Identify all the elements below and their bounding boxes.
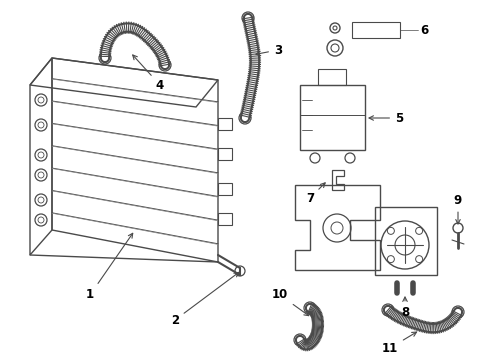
Text: 1: 1 [86,233,133,302]
Text: 8: 8 [401,297,409,320]
Text: 4: 4 [133,55,164,91]
Text: 9: 9 [454,194,462,224]
Text: 3: 3 [256,44,282,57]
Bar [218,183,232,195]
Text: 2: 2 [171,273,239,327]
Bar [375,207,437,275]
Bar [352,22,400,38]
Text: 6: 6 [420,23,428,36]
Text: 10: 10 [272,288,309,316]
Bar [218,213,232,225]
Text: 7: 7 [306,183,325,204]
Bar [300,85,365,150]
Text: 11: 11 [382,332,416,355]
Bar [218,148,232,160]
Bar [218,118,232,130]
Bar [318,69,346,85]
Text: 5: 5 [369,112,403,125]
